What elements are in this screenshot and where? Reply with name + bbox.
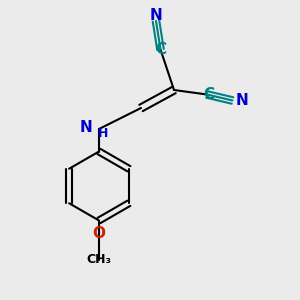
- Text: CH₃: CH₃: [86, 253, 112, 266]
- Text: H: H: [98, 127, 109, 140]
- Text: N: N: [150, 8, 162, 22]
- Text: C: C: [155, 42, 166, 57]
- Text: N: N: [235, 93, 248, 108]
- Text: N: N: [79, 120, 92, 135]
- Text: O: O: [92, 226, 106, 242]
- Text: C: C: [203, 87, 214, 102]
